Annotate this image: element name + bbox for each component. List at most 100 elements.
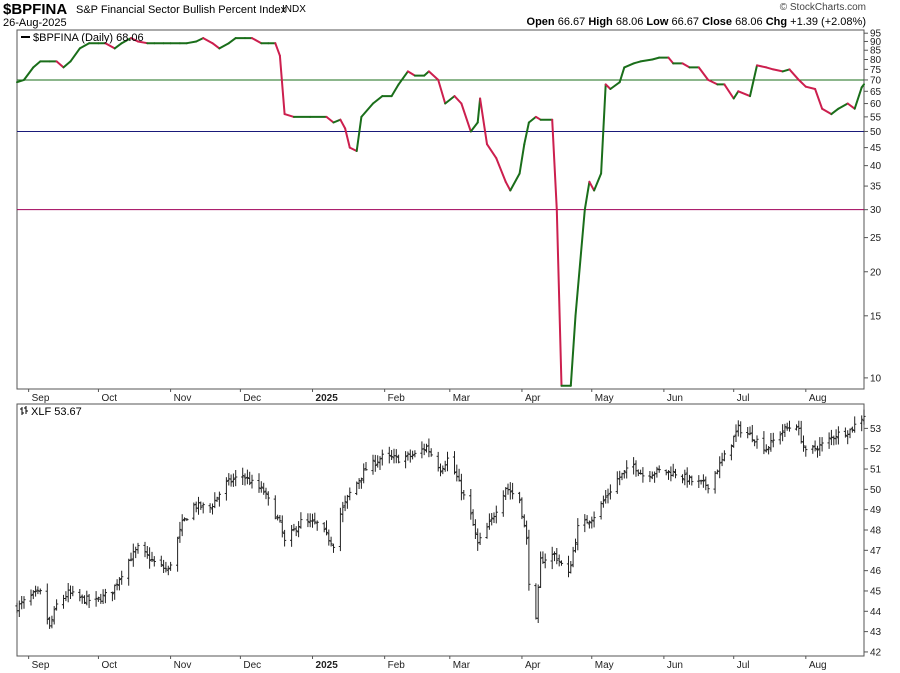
- xlf-ohlc-bar: [94, 591, 98, 607]
- xlf-ohlc-bar: [527, 529, 531, 591]
- xlf-ohlc-bar: [820, 437, 824, 452]
- bpi-line-segment: [437, 78, 447, 105]
- bpi-line-segment: [460, 102, 472, 133]
- open-label: Open: [526, 16, 555, 28]
- y-tick-label: 43: [870, 627, 882, 638]
- x-tick-label: 2025: [316, 660, 339, 671]
- bpi-line-segment: [325, 115, 335, 124]
- xlf-ohlc-bar: [520, 497, 524, 520]
- bpi-line-segment: [723, 83, 735, 100]
- bpi-line-segment: [360, 102, 374, 118]
- low-value: 66.67: [671, 16, 700, 28]
- xlf-ohlc-bar: [641, 467, 645, 483]
- xlf-ohlc-bar: [815, 445, 820, 458]
- bpi-line-segment: [604, 83, 612, 90]
- xlf-ohlc-bar: [257, 473, 261, 493]
- xlf-ohlc-bar: [376, 455, 380, 468]
- xlf-ohlc-bar: [555, 548, 559, 565]
- bpi-line-segment: [588, 180, 596, 192]
- x-tick-label: Mar: [453, 660, 471, 671]
- xlf-ohlc-bar: [592, 511, 596, 528]
- bpi-line-segment: [837, 102, 849, 110]
- xlf-ohlc-bar: [169, 561, 173, 571]
- bpi-line-segment: [32, 60, 42, 69]
- bpi-line-segment: [495, 157, 507, 183]
- x-tick-label: Dec: [243, 393, 261, 404]
- xlf-ohlc-bar: [836, 426, 840, 445]
- xlf-ohlc-bar: [262, 482, 266, 495]
- xlf-ohlc-bar: [215, 496, 219, 502]
- xlf-legend: XLF 53.67: [20, 406, 82, 418]
- bpi-line-segment: [509, 172, 521, 192]
- high-label: High: [588, 16, 613, 28]
- x-tick-label: Oct: [101, 393, 117, 404]
- y-tick-label: 95: [870, 29, 882, 40]
- bpi-line-segment: [600, 83, 607, 175]
- x-tick-label: Nov: [174, 393, 192, 404]
- xlf-ohlc-bar: [199, 501, 203, 510]
- xlf-ohlc-bar: [176, 536, 180, 572]
- open-value: 66.67: [557, 16, 586, 28]
- bpi-line-segment: [390, 83, 400, 98]
- xlf-ohlc-bar: [767, 446, 771, 455]
- bpi-line-segment: [278, 54, 286, 116]
- xlf-ohlc-bar: [278, 515, 282, 523]
- xlf-ohlc-bar: [55, 599, 59, 611]
- xlf-ohlc-bar: [573, 538, 578, 553]
- x-tick-label: Apr: [525, 393, 541, 404]
- xlf-ohlc-bar: [117, 577, 121, 591]
- xlf-ohlc-bar: [52, 606, 56, 625]
- xlf-ohlc-bar: [310, 513, 315, 528]
- xlf-ohlc-bar: [469, 489, 473, 520]
- bpi-line-segment: [211, 42, 221, 50]
- bpi-line-segment: [814, 88, 824, 110]
- xlf-ohlc-bar: [671, 463, 675, 477]
- xlf-ohlc-bar: [827, 432, 831, 449]
- bpi-line-segment: [23, 66, 35, 81]
- bpi-line-segment: [185, 40, 198, 45]
- bpi-line-segment: [355, 115, 363, 152]
- y-tick-label: 48: [870, 526, 882, 537]
- bpi-line-segment: [218, 42, 230, 50]
- y-tick-label: 46: [870, 566, 882, 577]
- x-tick-label: Dec: [243, 660, 261, 671]
- xlf-ohlc-bar: [778, 431, 782, 445]
- xlf-ohlc-bar: [853, 416, 857, 433]
- x-tick-label: Feb: [388, 393, 406, 404]
- xlf-ohlc-bar: [687, 474, 692, 485]
- quote-summary: Open 66.67 High 68.06 Low 66.67 Close 68…: [527, 16, 866, 28]
- exchange-label: INDX: [282, 4, 306, 15]
- xlf-ohlc-bar: [748, 426, 752, 436]
- xlf-ohlc-bar: [50, 615, 54, 629]
- xlf-ohlc-bar: [655, 466, 659, 478]
- xlf-ohlc-bar: [387, 446, 391, 464]
- xlf-ohlc-bar: [71, 585, 75, 597]
- xlf-ohlc-bar: [522, 514, 526, 528]
- bpi-line-segment: [344, 127, 351, 149]
- xlf-ohlc-bar: [718, 456, 722, 479]
- xlf-ohlc-bar: [331, 543, 336, 553]
- xlf-ohlc-bar: [273, 495, 277, 520]
- y-tick-label: 49: [870, 505, 882, 516]
- bpi-line-segment: [697, 66, 710, 81]
- xlf-ohlc-bar: [648, 471, 652, 483]
- xlf-ohlc-bar: [341, 501, 345, 523]
- xlf-ohlc-bar: [438, 463, 443, 477]
- bpi-line-segment: [618, 66, 626, 84]
- xlf-ohlc-bar: [632, 457, 636, 475]
- xlf-ohlc-bar: [587, 520, 591, 529]
- xlf-ohlc-bar: [78, 589, 82, 602]
- bpi-line-segment: [527, 115, 537, 124]
- xlf-ohlc-bar: [34, 585, 38, 597]
- xlf-ohlc-bar: [87, 594, 91, 608]
- high-value: 68.06: [615, 16, 644, 28]
- xlf-ohlc-bar: [729, 444, 733, 461]
- xlf-ohlc-bar: [666, 470, 671, 480]
- xlf-ohlc-bar: [110, 591, 114, 602]
- bpi-line-segment: [427, 70, 440, 81]
- y-tick-label: 35: [870, 182, 882, 193]
- bpi-line-segment: [227, 37, 237, 45]
- bpi-line-segment: [16, 78, 25, 84]
- x-tick-label: Feb: [388, 660, 406, 671]
